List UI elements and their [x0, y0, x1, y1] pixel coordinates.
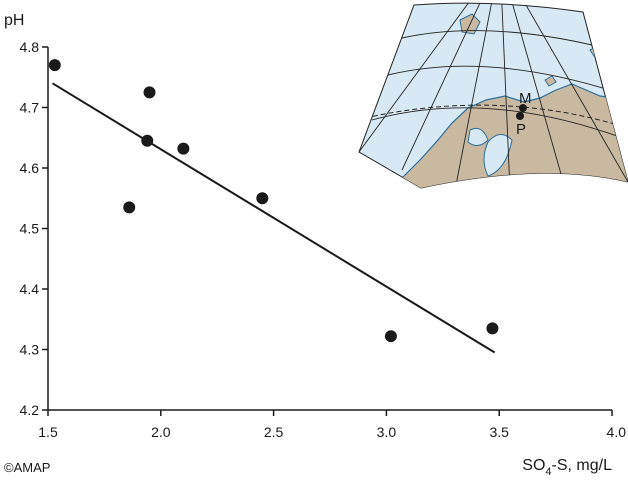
y-tick-label: 4.3	[20, 342, 40, 358]
y-tick-label: 4.7	[20, 100, 40, 116]
data-point	[256, 192, 268, 204]
y-tick-label: 4.4	[20, 281, 40, 297]
map-label-p: P	[516, 121, 526, 138]
data-point	[123, 201, 135, 213]
x-tick-label: 3.5	[489, 424, 509, 440]
x-tick-label: 1.5	[38, 424, 58, 440]
data-point	[49, 59, 61, 71]
copyright-credit: ©AMAP	[4, 460, 50, 475]
x-axis-label-rest: -S, mg/L	[552, 457, 613, 474]
y-tick-label: 4.6	[20, 160, 40, 176]
y-tick-label: 4.8	[20, 39, 40, 55]
y-tick-label: 4.5	[20, 221, 40, 237]
y-axis-label: pH	[4, 12, 24, 29]
data-point	[177, 143, 189, 155]
inset-map: M P	[359, 0, 628, 200]
map-marker-p	[516, 112, 524, 120]
data-point	[141, 135, 153, 147]
x-axis-label: SO4-S, mg/L	[522, 457, 612, 478]
x-tick-label: 4.0	[607, 424, 627, 440]
x-tick-label: 3.0	[377, 424, 397, 440]
y-ticks: 4.2 4.3 4.4 4.5 4.6 4.7 4.8	[20, 39, 48, 418]
y-tick-label: 4.2	[20, 402, 40, 418]
x-axis-label-main: SO	[522, 457, 545, 474]
data-point	[144, 86, 156, 98]
x-tick-label: 2.5	[264, 424, 284, 440]
data-point	[385, 330, 397, 342]
map-label-m: M	[519, 90, 532, 107]
x-ticks: 1.5 2.0 2.5 3.0 3.5 4.0	[38, 410, 626, 440]
x-tick-label: 2.0	[151, 424, 171, 440]
data-point	[486, 322, 498, 334]
